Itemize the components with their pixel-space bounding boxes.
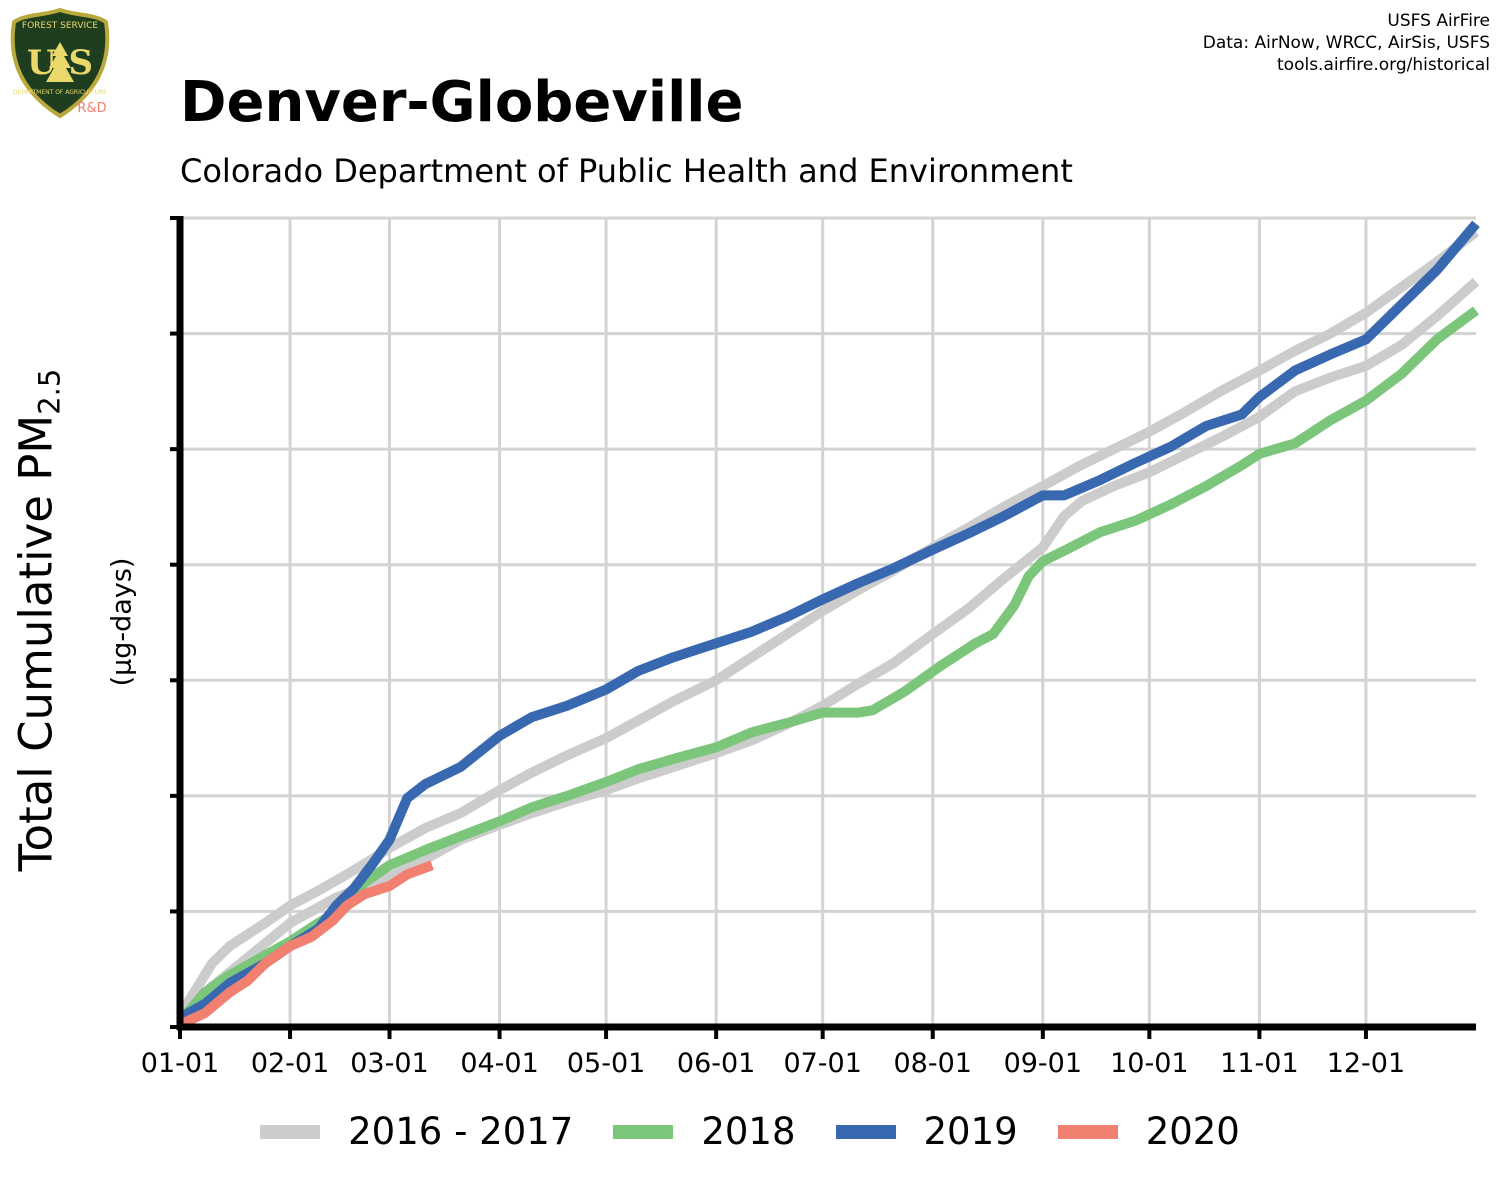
credits: USFS AirFire Data: AirNow, WRCC, AirSis,…	[1203, 10, 1490, 76]
credit-line: USFS AirFire	[1387, 11, 1490, 31]
legend: 2016 - 2017 2018 2019 2020	[0, 1110, 1500, 1153]
series-line-2018	[176, 306, 1479, 1025]
x-tick-label: 04-01	[460, 1048, 538, 1079]
x-tick-label: 11-01	[1220, 1048, 1298, 1079]
x-tick-label: 09-01	[1004, 1048, 1082, 1079]
legend-label: 2016 - 2017	[348, 1110, 574, 1153]
legend-item: 2019	[835, 1110, 1018, 1153]
legend-swatch	[613, 1124, 674, 1139]
legend-swatch	[835, 1124, 896, 1139]
credit-line: Data: AirNow, WRCC, AirSis, USFS	[1202, 33, 1490, 53]
axes: 01-01 02-01 03-01 04-01 05-01 06-01 07-01 08-01…	[141, 216, 1476, 1079]
x-tick-label: 12-01	[1327, 1048, 1405, 1079]
logo-bottom-text: DEPARTMENT OF AGRICULTURE	[13, 89, 107, 96]
legend-swatch	[260, 1124, 321, 1139]
x-tick-label: 08-01	[894, 1048, 972, 1079]
credit-line: tools.airfire.org/historical	[1277, 55, 1490, 75]
x-tick-label: 10-01	[1110, 1048, 1188, 1079]
legend-swatch	[1057, 1124, 1118, 1139]
x-tick-label: 06-01	[677, 1048, 755, 1079]
chart-title: Denver-Globeville	[180, 70, 744, 135]
legend-label: 2018	[701, 1110, 796, 1153]
x-tick-label: 07-01	[783, 1048, 861, 1079]
logo-top-text: FOREST SERVICE	[22, 21, 99, 31]
x-tick-label: 02-01	[251, 1048, 329, 1079]
logo-tree-icon	[46, 42, 74, 82]
legend-item: 2018	[613, 1110, 796, 1153]
series-line-2020	[177, 860, 434, 1030]
chart-subtitle: Colorado Department of Public Health and…	[180, 152, 1073, 190]
grid	[178, 216, 1476, 1029]
usfs-logo: FOREST SERVICE U S DEPARTMENT OF AGRICUL…	[10, 8, 110, 119]
series-line-2016-2017	[176, 277, 1480, 1022]
x-tick-label: 05-01	[567, 1048, 645, 1079]
logo-badge: R&D	[77, 101, 106, 116]
x-tick-label: 01-01	[141, 1048, 219, 1079]
legend-item: 2016 - 2017	[260, 1110, 573, 1153]
legend-label: 2020	[1145, 1110, 1240, 1153]
series-lines	[175, 220, 1480, 1030]
series-line-2019	[177, 220, 1480, 1023]
series-line-2016-2017	[175, 227, 1480, 1019]
legend-item: 2020	[1057, 1110, 1240, 1153]
legend-label: 2019	[923, 1110, 1018, 1153]
x-tick-label: 03-01	[350, 1048, 428, 1079]
